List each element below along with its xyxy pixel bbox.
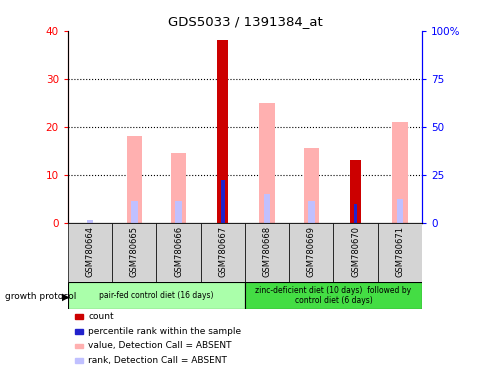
Text: zinc-deficient diet (10 days)  followed by
control diet (6 days): zinc-deficient diet (10 days) followed b… [255,286,410,305]
Bar [391,122,407,223]
Text: ▶: ▶ [62,291,69,301]
Text: GSM780668: GSM780668 [262,226,271,277]
Bar [244,282,421,309]
Bar [156,223,200,282]
Bar [87,220,93,223]
Bar [244,223,288,282]
Bar [126,136,142,223]
Bar [259,103,274,223]
Text: value, Detection Call = ABSENT: value, Detection Call = ABSENT [88,341,231,351]
Bar [396,199,402,223]
Text: rank, Detection Call = ABSENT: rank, Detection Call = ABSENT [88,356,227,365]
Text: GSM780671: GSM780671 [394,226,404,277]
Bar [377,223,421,282]
Bar [307,201,314,223]
Bar [68,282,244,309]
Bar [333,223,377,282]
Bar [131,201,137,223]
Bar [68,223,112,282]
Bar [200,223,244,282]
Text: percentile rank within the sample: percentile rank within the sample [88,327,241,336]
Text: pair-fed control diet (16 days): pair-fed control diet (16 days) [99,291,213,300]
Text: GSM780664: GSM780664 [85,226,94,277]
Bar [221,180,224,223]
Text: GSM780665: GSM780665 [130,226,138,277]
Bar [288,223,333,282]
Text: GSM780667: GSM780667 [218,226,227,277]
Bar [175,201,182,223]
Text: GSM780670: GSM780670 [350,226,359,277]
Text: count: count [88,312,114,321]
Title: GDS5033 / 1391384_at: GDS5033 / 1391384_at [167,15,322,28]
Bar [353,204,357,223]
Text: growth protocol: growth protocol [5,292,76,301]
Text: GSM780669: GSM780669 [306,226,315,277]
Bar [112,223,156,282]
Bar [349,161,361,223]
Text: GSM780666: GSM780666 [174,226,182,277]
Bar [303,148,318,223]
Bar [217,40,228,223]
Bar [170,153,186,223]
Bar [263,194,270,223]
